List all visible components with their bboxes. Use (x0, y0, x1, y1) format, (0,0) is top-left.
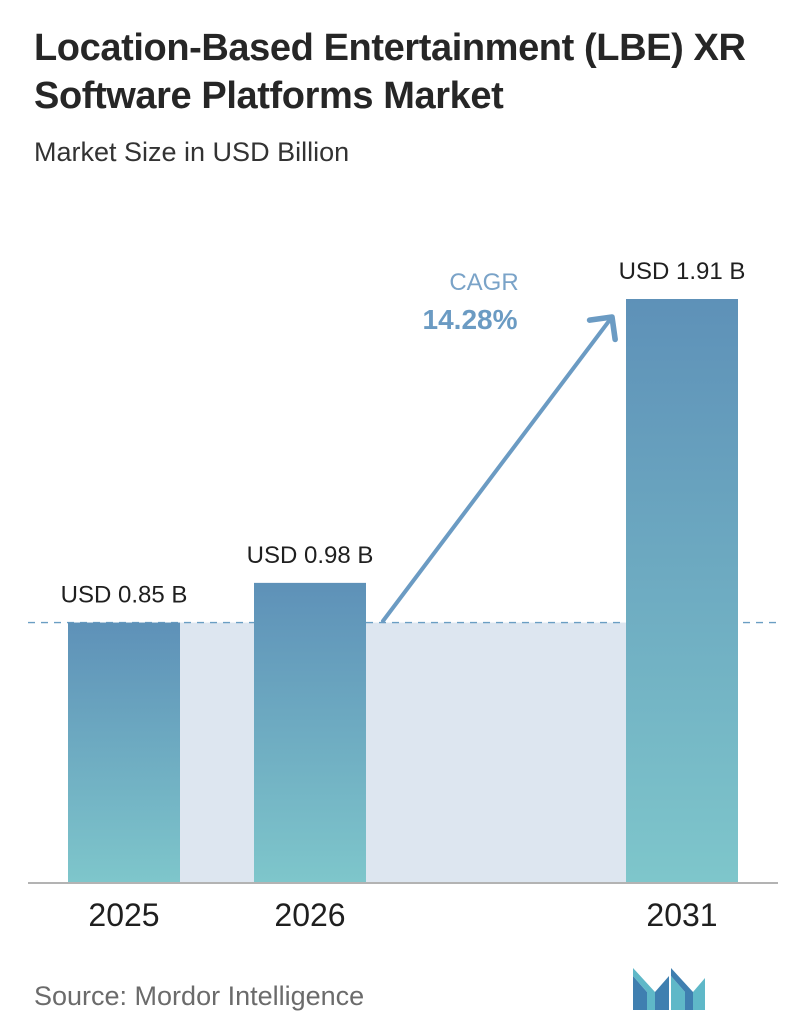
bar-2026 (254, 582, 366, 882)
bar-2031 (626, 299, 738, 882)
x-tick-label-2025: 2025 (88, 897, 159, 933)
chart-subtitle: Market Size in USD Billion (34, 137, 350, 167)
source-note: Source: Mordor Intelligence (34, 981, 365, 1011)
bar-2025 (68, 622, 180, 882)
cagr-arrow (381, 314, 618, 623)
cagr-label: CAGR (449, 269, 518, 296)
x-tick-label-2031: 2031 (646, 897, 717, 933)
bar-value-label-2025: USD 0.85 B (61, 582, 188, 609)
bar-value-label-2031: USD 1.91 B (619, 258, 746, 285)
bar-value-label-2026: USD 0.98 B (247, 542, 374, 569)
bar-chart: USD 0.85 B 2025 USD 0.98 B 2026 USD 1.91 B 20… (28, 258, 778, 933)
cagr-value: 14.28% (423, 304, 518, 335)
chart-title: Location-Based Entertainment (LBE) XR So… (34, 27, 746, 117)
mordor-intelligence-logo-icon (633, 968, 705, 1010)
x-tick-label-2026: 2026 (274, 897, 345, 933)
